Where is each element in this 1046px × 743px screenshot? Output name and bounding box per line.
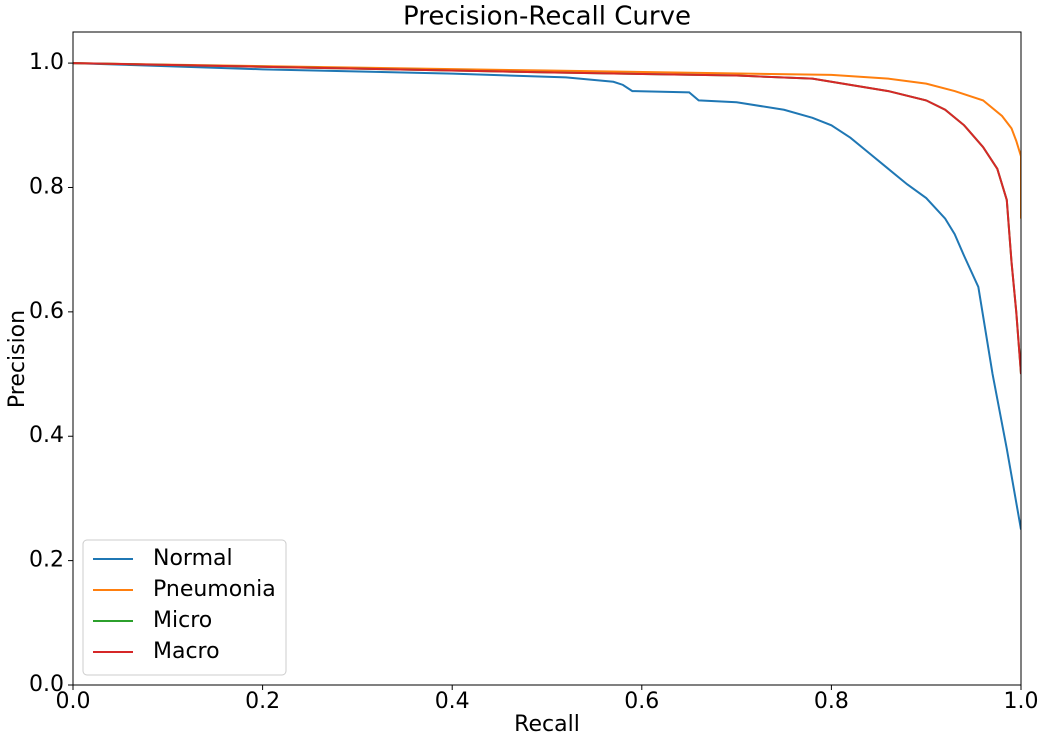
y-tick-label: 0.4 — [29, 423, 64, 448]
x-tick-label: 0.6 — [624, 689, 659, 714]
line-series — [73, 62, 1021, 375]
y-tick-label: 0.0 — [29, 672, 64, 697]
y-axis-label: Precision — [5, 310, 30, 408]
x-tick-label: 0.8 — [814, 689, 849, 714]
legend-box — [82, 539, 287, 676]
legend-label: Normal — [153, 546, 233, 571]
x-tick-label: 1.0 — [1004, 689, 1039, 714]
x-tick-label: 0.0 — [56, 689, 91, 714]
legend-label: Macro — [153, 639, 220, 664]
y-tick-label: 0.8 — [29, 174, 64, 199]
line-series — [73, 62, 1021, 219]
plot-frame — [72, 31, 1022, 686]
y-tick-label: 0.2 — [29, 548, 64, 573]
legend-label: Pneumonia — [153, 577, 276, 602]
y-tick-label: 0.6 — [29, 299, 64, 324]
chart-title: Precision-Recall Curve — [403, 2, 691, 32]
x-axis-label: Recall — [514, 712, 580, 737]
legend-label: Micro — [153, 608, 212, 633]
x-tick-label: 0.2 — [245, 689, 280, 714]
line-series — [73, 62, 1021, 530]
x-tick-label: 0.4 — [435, 689, 470, 714]
y-tick-label: 1.0 — [29, 50, 64, 75]
